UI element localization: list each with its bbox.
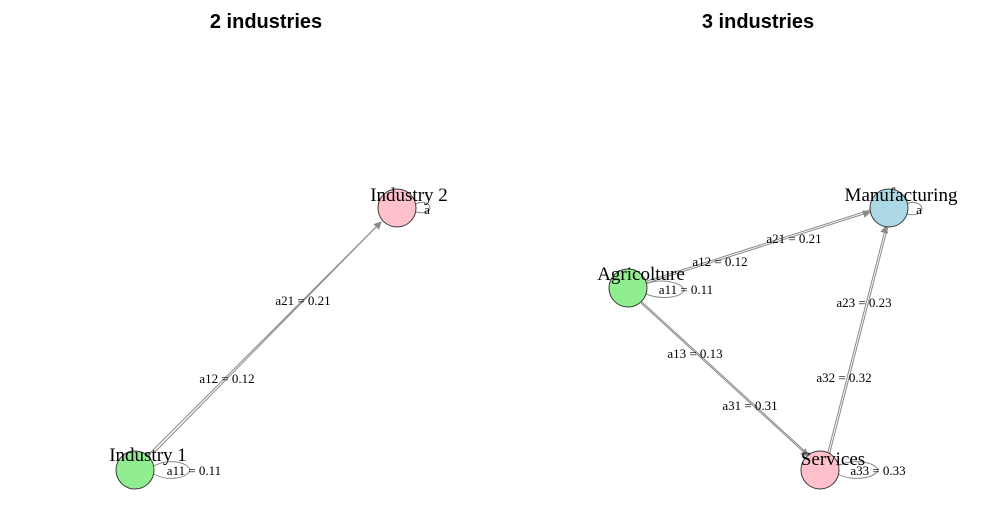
node-industry-1 xyxy=(115,450,155,490)
panel-title: 3 industries xyxy=(702,11,814,33)
panel-3-industries: 3 industries Agricolture Manufacturing S… xyxy=(597,11,958,490)
edge-label-a32: a32 = 0.32 xyxy=(816,370,871,385)
edge-label-a12: a12 = 0.12 xyxy=(199,371,254,386)
edge-label-a11: a11 = 0.11 xyxy=(167,463,221,478)
edge-label-a23: a23 = 0.23 xyxy=(836,295,891,310)
loop-a11 xyxy=(153,461,191,479)
edge-a32 xyxy=(824,225,889,460)
loop-a22 xyxy=(905,201,923,216)
edge-a12 xyxy=(143,221,382,460)
panel-2-industries: 2 industries Industry 1 Industry 2 a21 =… xyxy=(109,11,448,490)
edge-label-a11: a11 = 0.11 xyxy=(659,282,713,297)
edge-label-a31: a31 = 0.31 xyxy=(722,398,777,413)
edge-label-a22: a xyxy=(916,202,922,217)
edge-a21 xyxy=(646,210,871,284)
edge-label-a21: a21 = 0.21 xyxy=(275,293,330,308)
edge-label-a22: a xyxy=(424,202,430,217)
edge-a12 xyxy=(639,209,871,287)
edge-label-a12: a12 = 0.12 xyxy=(692,254,747,269)
node-label-industry-2: Industry 2 xyxy=(370,185,448,206)
edge-a31 xyxy=(640,302,809,457)
panel-title: 2 industries xyxy=(210,11,322,33)
loop-a33 xyxy=(837,461,879,479)
node-manufacturing xyxy=(869,188,909,228)
edge-a13 xyxy=(634,294,810,456)
edge-label-a21: a21 = 0.21 xyxy=(766,231,821,246)
node-label-manufacturing: Manufacturing xyxy=(845,185,958,206)
edge-a23 xyxy=(827,225,889,453)
edge-label-a33: a33 = 0.33 xyxy=(850,463,905,478)
node-label-industry-1: Industry 1 xyxy=(109,445,187,466)
loop-a22 xyxy=(415,201,431,214)
node-industry-2 xyxy=(377,188,417,228)
node-agricolture xyxy=(608,268,648,308)
node-services xyxy=(800,450,840,490)
edge-label-a13: a13 = 0.13 xyxy=(667,346,722,361)
loop-a11 xyxy=(645,280,685,298)
node-label-agricolture: Agricolture xyxy=(597,264,685,285)
node-label-services: Services xyxy=(801,449,865,470)
